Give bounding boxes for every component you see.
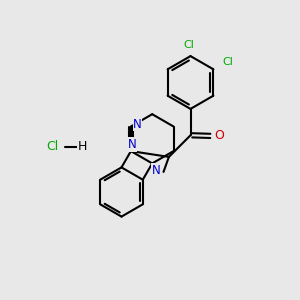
Text: N: N [128, 138, 137, 151]
Text: Cl: Cl [222, 57, 233, 67]
Text: N: N [152, 164, 160, 176]
Text: O: O [214, 129, 224, 142]
Text: Cl: Cl [184, 40, 195, 50]
Text: Cl: Cl [46, 140, 58, 154]
Text: N: N [133, 118, 142, 130]
Text: H: H [78, 140, 87, 154]
